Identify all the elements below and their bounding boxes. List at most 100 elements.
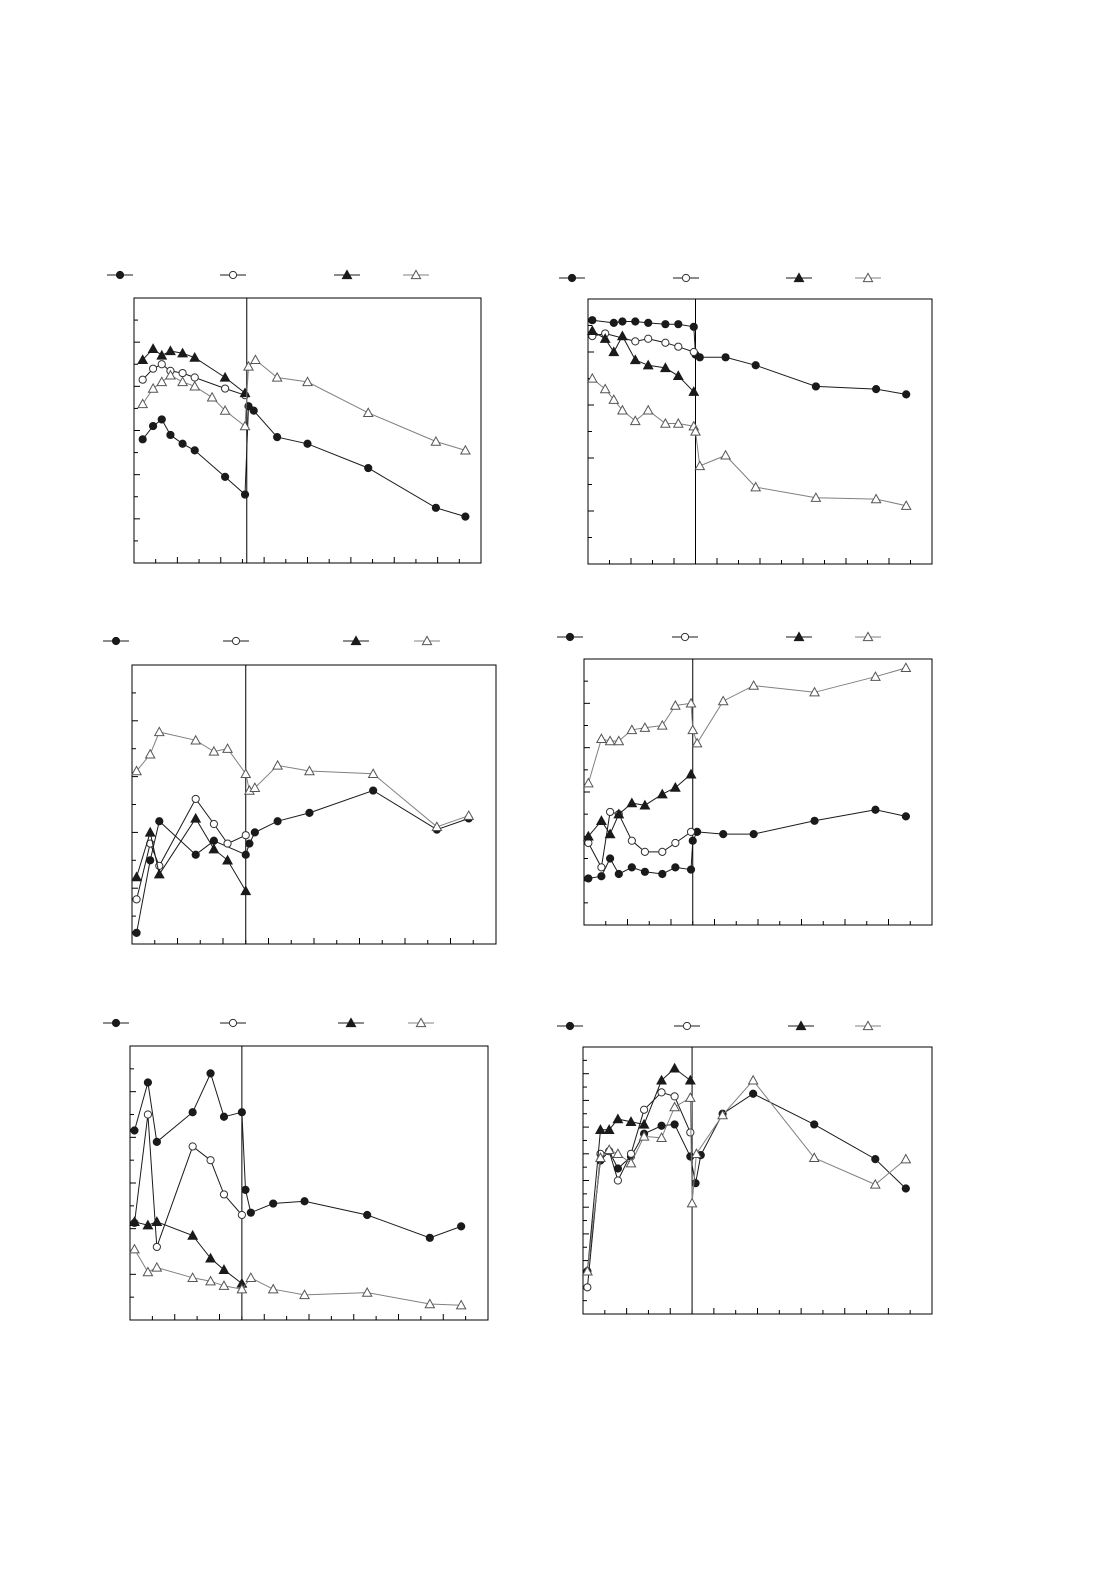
series-4 <box>129 1243 467 1310</box>
data-point <box>205 1252 216 1263</box>
legend <box>103 635 440 646</box>
series-3 <box>129 1216 248 1288</box>
data-point <box>900 662 912 673</box>
data-point <box>644 334 653 343</box>
data-point <box>656 1132 667 1142</box>
data-point <box>273 433 282 442</box>
data-point <box>669 1101 681 1112</box>
chart-panel-6 <box>557 1020 933 1315</box>
legend-marker <box>567 273 577 283</box>
data-point <box>608 394 620 404</box>
data-point <box>640 867 650 876</box>
legend <box>107 269 429 280</box>
data-point <box>669 781 681 792</box>
series-line <box>591 378 907 507</box>
data-point <box>618 317 627 326</box>
data-point <box>132 895 141 904</box>
data-point <box>152 1137 161 1147</box>
legend-marker <box>231 636 241 646</box>
legend-item-2 <box>220 270 246 280</box>
data-point <box>219 1190 229 1199</box>
legend-marker <box>862 272 874 283</box>
data-point <box>129 1243 140 1254</box>
data-point <box>206 1156 215 1165</box>
data-point <box>425 1233 434 1242</box>
data-point <box>612 1113 624 1124</box>
series-line <box>592 319 907 395</box>
data-point <box>656 788 668 799</box>
data-point <box>249 406 258 415</box>
data-point <box>459 444 471 455</box>
data-point <box>147 343 159 353</box>
data-point <box>627 863 636 872</box>
data-point <box>671 838 680 848</box>
data-point <box>189 351 201 362</box>
data-point <box>143 1078 152 1087</box>
series-1 <box>583 1089 910 1276</box>
data-point <box>156 349 168 360</box>
data-point <box>131 871 142 882</box>
data-point <box>191 850 200 859</box>
data-point <box>305 808 314 817</box>
data-point <box>685 697 697 708</box>
data-point <box>208 745 220 756</box>
series-line <box>586 1079 907 1272</box>
data-point <box>695 353 704 362</box>
data-point <box>586 372 598 383</box>
data-point <box>361 1286 373 1297</box>
legend-item-3 <box>786 272 812 283</box>
data-point <box>166 430 175 440</box>
data-point <box>902 390 911 399</box>
data-point <box>237 1210 246 1220</box>
chart-panel-2 <box>559 272 933 565</box>
legend-marker <box>341 269 353 280</box>
series-4 <box>131 726 475 831</box>
legend-marker <box>565 632 575 642</box>
series-1 <box>588 316 911 399</box>
data-point <box>721 353 730 362</box>
data-point <box>689 347 698 357</box>
data-point <box>142 1266 154 1277</box>
data-point <box>430 435 442 446</box>
data-point <box>156 376 168 387</box>
data-point <box>178 368 187 378</box>
legend-item-3 <box>334 269 360 280</box>
data-point <box>582 830 594 841</box>
data-point <box>132 928 141 937</box>
legend-item-3 <box>343 635 369 646</box>
data-point <box>638 1130 650 1141</box>
legend <box>559 272 881 283</box>
data-point <box>143 1110 152 1119</box>
data-point <box>222 854 233 865</box>
data-point <box>431 503 440 512</box>
series-line <box>586 1093 907 1272</box>
legend-item-1 <box>559 273 585 283</box>
data-point <box>188 1108 197 1117</box>
data-point <box>810 816 819 825</box>
data-point <box>581 1265 593 1276</box>
data-point <box>595 733 607 743</box>
data-point <box>189 380 201 391</box>
data-point <box>720 449 732 460</box>
data-point <box>629 415 641 426</box>
data-point <box>209 836 218 845</box>
data-point <box>684 1074 696 1085</box>
data-point <box>144 748 156 759</box>
data-point <box>190 734 202 745</box>
legend-item-4 <box>855 272 881 283</box>
data-point <box>191 794 200 804</box>
data-point <box>606 854 615 863</box>
legend-item-3 <box>786 631 812 642</box>
series-4 <box>586 372 912 510</box>
data-point <box>870 671 881 681</box>
data-point <box>614 869 623 879</box>
series-line <box>136 797 247 900</box>
data-point <box>672 370 684 381</box>
data-point <box>688 386 700 396</box>
data-point <box>656 719 668 730</box>
data-point <box>190 373 199 382</box>
plot-frame <box>129 1045 489 1321</box>
legend-marker <box>862 631 874 642</box>
data-point <box>241 1185 250 1194</box>
data-point <box>367 768 379 778</box>
